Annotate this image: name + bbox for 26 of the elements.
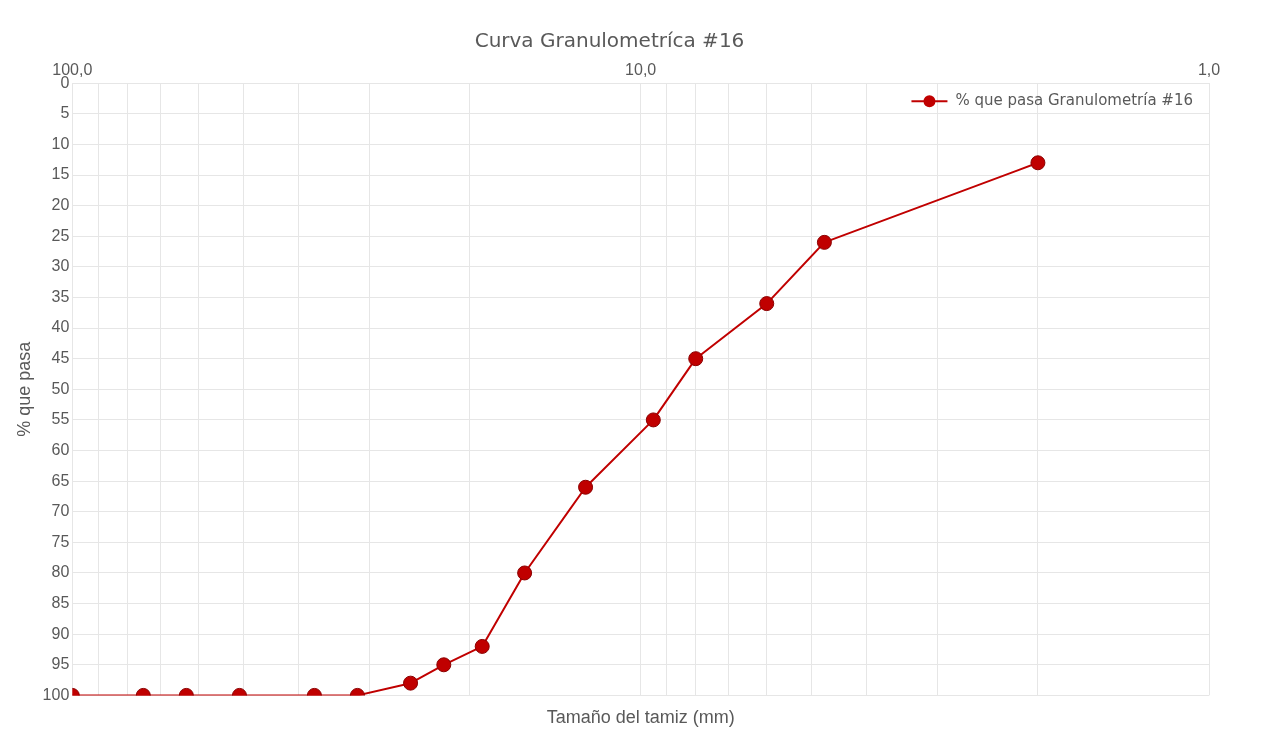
y-tick-label: 75	[51, 532, 70, 550]
y-tick-label: 90	[51, 624, 70, 642]
chart-title: Curva Granulometríca #16	[474, 28, 745, 53]
x-tick-label: 1,0	[1197, 61, 1221, 79]
x-axis-title: Tamaño del tamiz (mm)	[546, 707, 735, 728]
x-tick-label: 10,0	[625, 61, 657, 79]
legend-label: % que pasa Granulometría #16	[955, 91, 1193, 110]
y-tick-label: 5	[60, 104, 70, 122]
y-axis-title: % que pasa	[13, 340, 34, 437]
y-tick-label: 30	[51, 257, 70, 275]
y-tick-label: 15	[51, 165, 70, 183]
y-tick-label: 35	[51, 287, 70, 305]
y-tick-label: 50	[51, 379, 70, 397]
y-tick-label: 100	[42, 685, 70, 703]
y-tick-label: 10	[51, 134, 70, 152]
y-tick-label: 70	[51, 502, 70, 520]
y-tick-label: 65	[51, 471, 70, 489]
y-tick-label: 95	[51, 655, 70, 673]
y-tick-label: 85	[51, 593, 70, 611]
y-tick-label: 55	[51, 410, 70, 428]
y-tick-label: 20	[51, 196, 70, 214]
y-tick-label: 40	[51, 318, 70, 336]
y-tick-label: 25	[51, 226, 70, 244]
y-tick-label: 60	[51, 440, 70, 458]
y-tick-label: 45	[51, 349, 70, 367]
y-tick-label: 80	[51, 563, 70, 581]
